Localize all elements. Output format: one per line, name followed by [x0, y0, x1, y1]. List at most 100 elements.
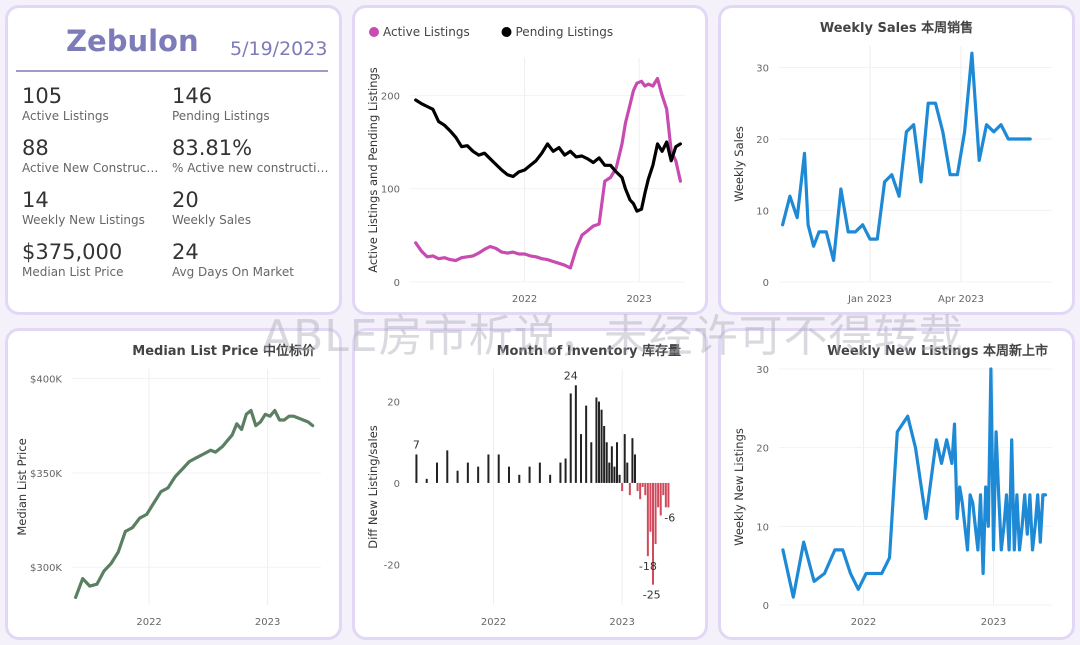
bar — [659, 482, 662, 516]
bar — [497, 454, 500, 483]
kpi-label: Avg Days On Market — [172, 265, 294, 279]
chart-title: Month of Inventory 库存量 — [497, 343, 681, 359]
kpi-label: % Active new constructions — [172, 161, 332, 175]
bar — [649, 482, 652, 532]
title-divider — [16, 70, 328, 72]
legend-label: Pending Listings — [516, 25, 614, 39]
y-tick-label: 0 — [394, 278, 400, 289]
bar — [605, 442, 608, 483]
bar — [618, 474, 621, 483]
kpi-item: 24 Avg Days On Market — [172, 240, 332, 280]
kpi-value: $375,000 — [22, 240, 123, 264]
bar — [595, 397, 598, 483]
series-line-median-list-price — [74, 408, 315, 599]
city-title: Zebulon — [66, 24, 199, 58]
kpi-value: 20 — [172, 188, 199, 212]
bar — [598, 401, 600, 483]
bar — [477, 466, 480, 483]
series-line-pending-listings — [414, 98, 682, 213]
y-tick-label: 0 — [394, 479, 400, 490]
series-line-active-listings — [414, 76, 682, 270]
x-tick-label: 2022 — [481, 617, 506, 628]
data-label: -25 — [643, 589, 661, 602]
y-tick-label: 0 — [763, 278, 769, 289]
kpi-item: 146 Pending Listings — [172, 84, 332, 124]
bar — [634, 454, 636, 483]
bar — [646, 482, 649, 557]
kpi-value: 24 — [172, 240, 199, 264]
series-line-weekly-sales — [781, 51, 1032, 263]
x-tick-label: 2023 — [609, 617, 634, 628]
bar — [508, 466, 510, 483]
bar — [528, 466, 531, 483]
kpi-value: 14 — [22, 188, 49, 212]
y-tick-label: 20 — [756, 444, 769, 455]
bar — [446, 450, 449, 483]
kpi-value: 88 — [22, 136, 49, 160]
y-tick-label: 10 — [756, 206, 769, 217]
y-tick-label: 20 — [387, 398, 400, 409]
y-axis-label: Weekly Sales — [732, 126, 746, 202]
bar — [518, 474, 521, 483]
x-tick-label: 2022 — [851, 617, 876, 628]
kpi-label: Active Listings — [22, 109, 109, 123]
bar — [466, 462, 469, 483]
bar — [610, 446, 613, 483]
y-axis-label: Weekly New Listings — [732, 428, 746, 546]
bar — [662, 482, 665, 496]
legend-marker — [369, 27, 379, 37]
bar — [644, 482, 647, 496]
bar — [667, 482, 670, 508]
x-tick-label: 2022 — [512, 294, 537, 305]
chart-title: Weekly Sales 本周销售 — [820, 20, 973, 36]
data-label: 7 — [413, 438, 420, 451]
y-axis-label: Active Listings and Pending Listings — [366, 67, 380, 273]
bar — [616, 442, 618, 483]
y-tick-label: 20 — [756, 135, 769, 146]
bar — [628, 482, 631, 496]
bar — [559, 462, 562, 483]
bar — [569, 393, 572, 483]
median-price-chart-card: Median List Price 中位标价 Median List Price $… — [5, 328, 342, 640]
bar — [436, 462, 438, 483]
bar — [654, 482, 657, 544]
kpi-value: 146 — [172, 84, 213, 108]
kpi-item: 20 Weekly Sales — [172, 188, 332, 228]
x-tick-label: Jan 2023 — [847, 294, 892, 305]
bar — [608, 462, 611, 483]
bar — [456, 470, 459, 483]
y-tick-label: $300K — [30, 563, 62, 574]
bar — [623, 434, 626, 483]
kpi-item: $375,000 Median List Price — [22, 240, 162, 280]
inventory-chart: Month of Inventory 库存量 Diff New Listing/s… — [366, 343, 681, 628]
y-tick-label: 10 — [756, 522, 769, 533]
kpi-item: 14 Weekly New Listings — [22, 188, 162, 228]
x-tick-label: 2023 — [981, 617, 1006, 628]
bar — [603, 425, 606, 483]
kpi-label: Median List Price — [22, 265, 124, 279]
bar — [621, 482, 624, 492]
bar — [657, 482, 660, 508]
data-label: -6 — [664, 511, 675, 524]
data-label: 24 — [564, 369, 578, 382]
y-tick-label: 30 — [756, 63, 769, 74]
x-tick-label: 2023 — [626, 294, 651, 305]
bar — [425, 478, 428, 483]
legend-marker — [501, 27, 512, 37]
y-tick-label: $400K — [30, 374, 62, 385]
kpi-label: Active New Constructions — [22, 161, 162, 175]
bar — [487, 454, 490, 483]
weekly-sales-chart-card: Weekly Sales 本周销售 Weekly Sales 0 10 20 30 Jan … — [718, 5, 1075, 315]
series-line-weekly-new-listings — [781, 367, 1048, 599]
kpi-card: Zebulon 5/19/2023 105 Active Listings 146 P… — [5, 5, 342, 315]
bar — [600, 409, 603, 483]
chart-title: Median List Price 中位标价 — [132, 343, 316, 359]
bar — [590, 442, 593, 483]
kpi-label: Pending Listings — [172, 109, 270, 123]
bar — [549, 474, 552, 483]
x-tick-label: Apr 2023 — [938, 294, 984, 305]
bar — [639, 482, 642, 500]
bar — [652, 482, 654, 585]
report-date: 5/19/2023 — [230, 38, 328, 60]
